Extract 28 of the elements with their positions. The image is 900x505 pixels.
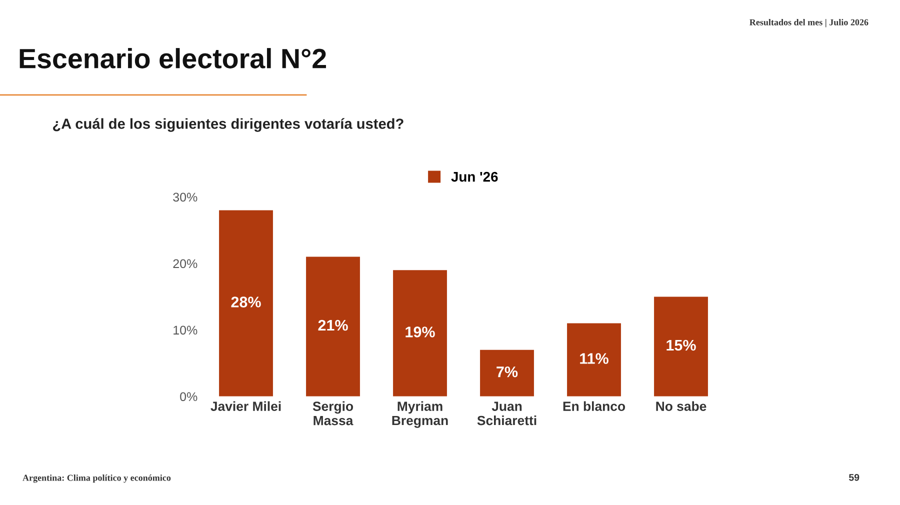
data-label: 15%	[666, 340, 696, 351]
y-tick-label: 20%	[173, 259, 198, 268]
data-label: 11%	[580, 353, 608, 364]
text: Argentina: Clima político y económico	[22, 474, 171, 483]
chart-title: Escenario electoral N°2	[20, 48, 326, 68]
bar	[393, 270, 447, 396]
x-tick-label: En blanco	[563, 401, 626, 411]
y-tick-label: 30%	[173, 192, 198, 202]
bar	[219, 210, 273, 396]
x-tick-label: Juan Schiaretti	[477, 402, 536, 426]
text: 59	[848, 474, 860, 481]
x-tick-label: No sabe	[656, 401, 706, 411]
data-label: 28%	[231, 296, 261, 308]
chart-subtitle: ¿A cuál de los siguientes dirigentes votaría usted?	[53, 118, 404, 132]
text: Resultados del mes | Julio 2026	[750, 18, 868, 28]
x-tick-label: Myriam Bregman	[392, 401, 448, 428]
y-tick-label: 0%	[180, 392, 198, 402]
x-tick-label: Sergio Massa	[312, 401, 354, 426]
bar	[306, 256, 360, 396]
y-tick-label: 10%	[174, 326, 198, 335]
data-label: 21%	[318, 320, 348, 331]
x-tick-label: Javier Milei	[210, 401, 281, 411]
data-label: 7%	[496, 366, 518, 378]
data-label: 19%	[406, 326, 435, 338]
bar	[654, 296, 708, 396]
bar	[480, 350, 534, 396]
bar	[567, 323, 621, 396]
legend-label: Jun '26	[451, 172, 498, 182]
